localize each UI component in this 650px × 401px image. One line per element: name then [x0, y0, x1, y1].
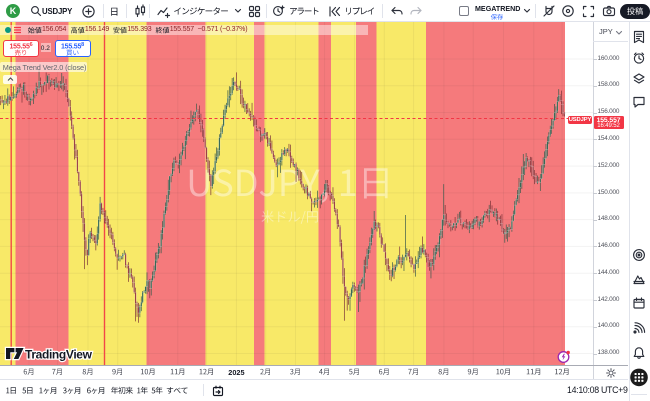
svg-text:TradingView: TradingView [25, 347, 93, 361]
